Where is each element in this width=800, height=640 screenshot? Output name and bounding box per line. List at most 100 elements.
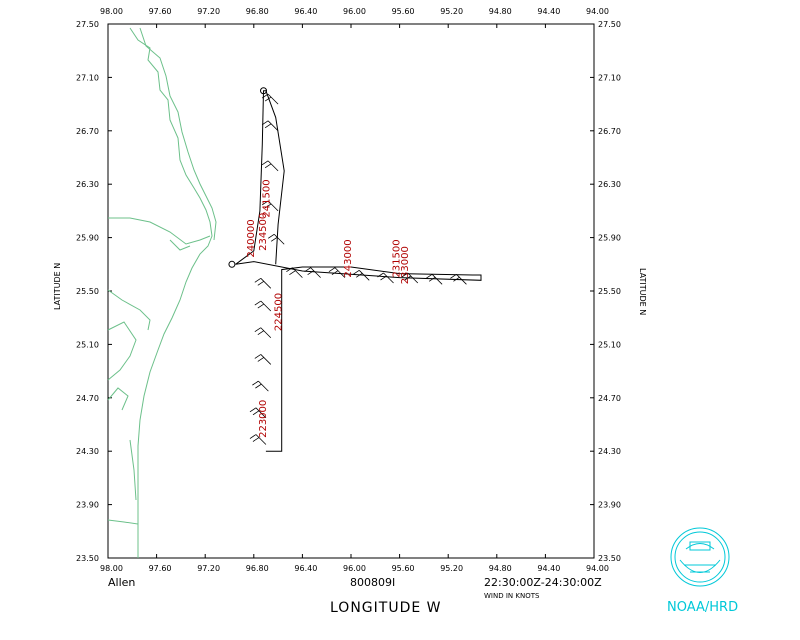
wind-barbs (249, 93, 467, 445)
wind-barb-flag (249, 407, 257, 413)
flight-track-line (235, 90, 482, 452)
lat-tick-left: 27.50 (76, 20, 99, 29)
wind-barb-flag (267, 233, 275, 239)
lon-tick-bottom: 96.40 (294, 564, 317, 573)
wind-units: WIND IN KNOTS (484, 592, 540, 600)
time-label: 224500 (274, 293, 285, 331)
y-axis-label-right: LATITUDE N (638, 268, 647, 315)
y-axis-label-left: LATITUDE N (53, 263, 62, 310)
wind-barb-flag (261, 200, 269, 206)
wind-barb-flag (254, 327, 262, 333)
wind-barb-flag (307, 270, 314, 275)
wind-barb-flag (428, 276, 436, 282)
wind-barb-flag (264, 163, 272, 169)
lon-tick-top: 95.20 (440, 7, 463, 16)
lat-tick-right: 27.10 (598, 73, 621, 82)
wind-barb (255, 407, 267, 419)
organization-label: NOAA/HRD (667, 600, 738, 615)
lat-tick-left: 23.50 (76, 554, 99, 563)
time-label: 234500 (258, 213, 269, 251)
time-label: 231500 (392, 239, 403, 277)
x-axis-label: LONGITUDE W (330, 600, 442, 616)
wind-barb (260, 278, 272, 289)
wind-barb-flag (264, 96, 272, 102)
wind-barb-flag (257, 303, 265, 309)
lat-tick-left: 25.90 (76, 234, 99, 243)
lon-tick-top: 96.00 (343, 7, 366, 16)
lon-tick-top: 94.40 (537, 7, 560, 16)
time-label: 223000 (258, 400, 269, 438)
wind-barb-flag (286, 267, 293, 272)
wind-barb-flag (377, 272, 384, 278)
wind-barb-flag (356, 272, 363, 278)
lon-tick-bottom: 94.40 (537, 564, 560, 573)
wind-barb (258, 380, 269, 392)
lon-tick-bottom: 96.00 (343, 564, 366, 573)
noaa-logo-icon (670, 527, 730, 587)
wind-barb (267, 120, 279, 132)
storm-name: Allen (108, 576, 135, 589)
wind-barb-flag (453, 276, 460, 282)
wind-barb-flag (401, 272, 409, 278)
wind-barb (358, 270, 370, 281)
lon-tick-bottom: 97.60 (149, 564, 172, 573)
wind-barb (267, 93, 279, 105)
flight-id: 800809I (350, 576, 395, 589)
lon-tick-bottom: 94.80 (489, 564, 512, 573)
wind-barb-flag (264, 123, 272, 129)
lat-tick-right: 23.90 (598, 501, 621, 510)
time-range: 22:30:00Z-24:30:00Z (484, 576, 602, 589)
wind-barb-flag (257, 357, 265, 362)
lon-tick-bottom: 95.60 (392, 564, 415, 573)
lon-tick-top: 94.00 (586, 7, 609, 16)
lat-tick-right: 23.50 (598, 554, 621, 563)
lat-tick-left: 23.90 (76, 501, 99, 510)
plot-frame (107, 23, 595, 559)
wind-barb-flag (331, 270, 339, 275)
wind-barb (255, 434, 267, 445)
wind-barb-flag (270, 236, 278, 242)
wind-barb-flag (261, 160, 269, 166)
wind-barb (267, 200, 279, 212)
lon-tick-top: 95.60 (392, 7, 415, 16)
wind-barb-flag (261, 93, 269, 99)
wind-barb-flag (252, 410, 260, 416)
track-endpoint (228, 260, 236, 268)
lat-tick-right: 24.30 (598, 447, 621, 456)
wind-barb-flag (261, 120, 269, 126)
wind-barb-flag (353, 269, 360, 275)
wind-barb-flag (255, 383, 262, 389)
time-label: 241500 (262, 179, 273, 217)
flight-track (228, 87, 482, 452)
wind-barb (407, 272, 419, 284)
lat-tick-right: 27.50 (598, 20, 621, 29)
lon-tick-top: 94.80 (489, 7, 512, 16)
lat-tick-right: 25.50 (598, 287, 621, 296)
wind-barb (260, 327, 272, 339)
lat-tick-right: 25.90 (598, 234, 621, 243)
lat-tick-left: 24.70 (76, 394, 99, 403)
wind-barb-flag (254, 300, 262, 306)
wind-barb-flag (425, 273, 433, 279)
lon-tick-bottom: 97.20 (197, 564, 220, 573)
wind-barb-flag (252, 437, 260, 442)
wind-barb (292, 267, 303, 278)
coastline (107, 27, 217, 558)
lon-tick-top: 98.00 (100, 7, 123, 16)
wind-barb (334, 267, 346, 278)
lat-tick-right: 26.30 (598, 180, 621, 189)
wind-barb-flag (289, 270, 296, 275)
wind-barb-flag (304, 267, 311, 272)
wind-barb (383, 272, 394, 284)
wind-barb-flag (252, 380, 259, 386)
wind-barb-flag (380, 275, 387, 281)
wind-barb (456, 274, 467, 285)
lat-tick-left: 24.30 (76, 447, 99, 456)
lon-tick-bottom: 94.00 (586, 564, 609, 573)
lon-tick-top: 96.80 (246, 7, 269, 16)
wind-barb-flag (264, 203, 272, 209)
coastline-segment (107, 387, 129, 411)
lat-tick-left: 26.70 (76, 127, 99, 136)
wind-barb (273, 233, 285, 245)
